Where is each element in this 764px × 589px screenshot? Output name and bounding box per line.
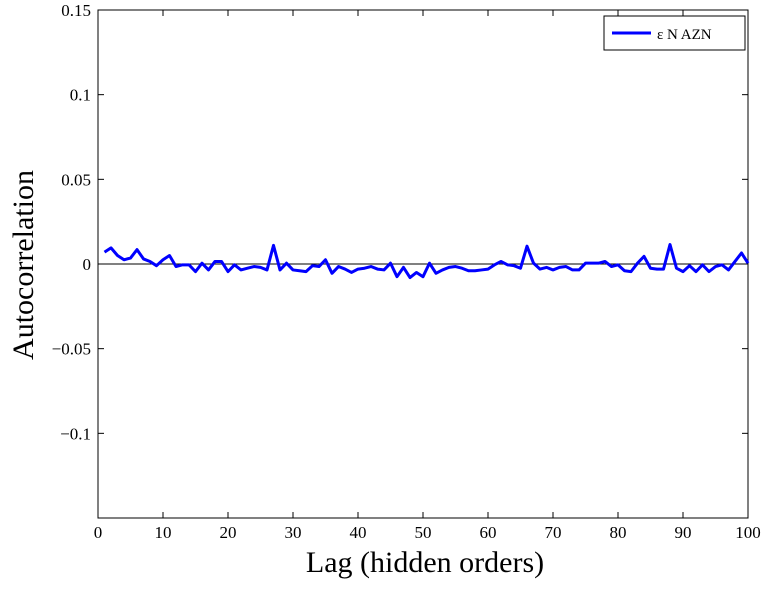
x-tick-label: 10	[155, 523, 172, 542]
y-tick-label: −0.05	[52, 340, 91, 359]
y-tick-label: 0.05	[61, 170, 91, 189]
x-tick-label: 90	[675, 523, 692, 542]
x-tick-label: 20	[220, 523, 237, 542]
x-tick-label: 80	[610, 523, 627, 542]
series-layer	[103, 243, 750, 280]
y-tick-label: 0	[83, 255, 92, 274]
legend-label: ε N AZN	[657, 27, 712, 43]
x-tick-label: 100	[735, 523, 761, 542]
axes-layer: 0 10 20 30 40 50 60 70 80 90 100 0.15 0.1 0.05 0 −0.05 −…	[52, 1, 761, 542]
x-tick-label: 60	[480, 523, 497, 542]
x-tick-label: 70	[545, 523, 562, 542]
legend: ε N AZN	[603, 15, 746, 51]
x-tick-label: 30	[285, 523, 302, 542]
x-axis-title: Lag (hidden orders)	[306, 546, 544, 579]
x-tick-label: 50	[415, 523, 432, 542]
x-tick-label: 40	[350, 523, 367, 542]
y-tick-label: 0.1	[70, 86, 91, 105]
y-tick-label: 0.15	[61, 1, 91, 20]
series-line	[103, 243, 750, 280]
y-tick-label: −0.1	[60, 424, 91, 443]
y-axis-title: Autocorrelation	[7, 170, 40, 360]
x-tick-label: 0	[94, 523, 103, 542]
labels-layer: Lag (hidden orders) Autocorrelation	[7, 170, 544, 579]
